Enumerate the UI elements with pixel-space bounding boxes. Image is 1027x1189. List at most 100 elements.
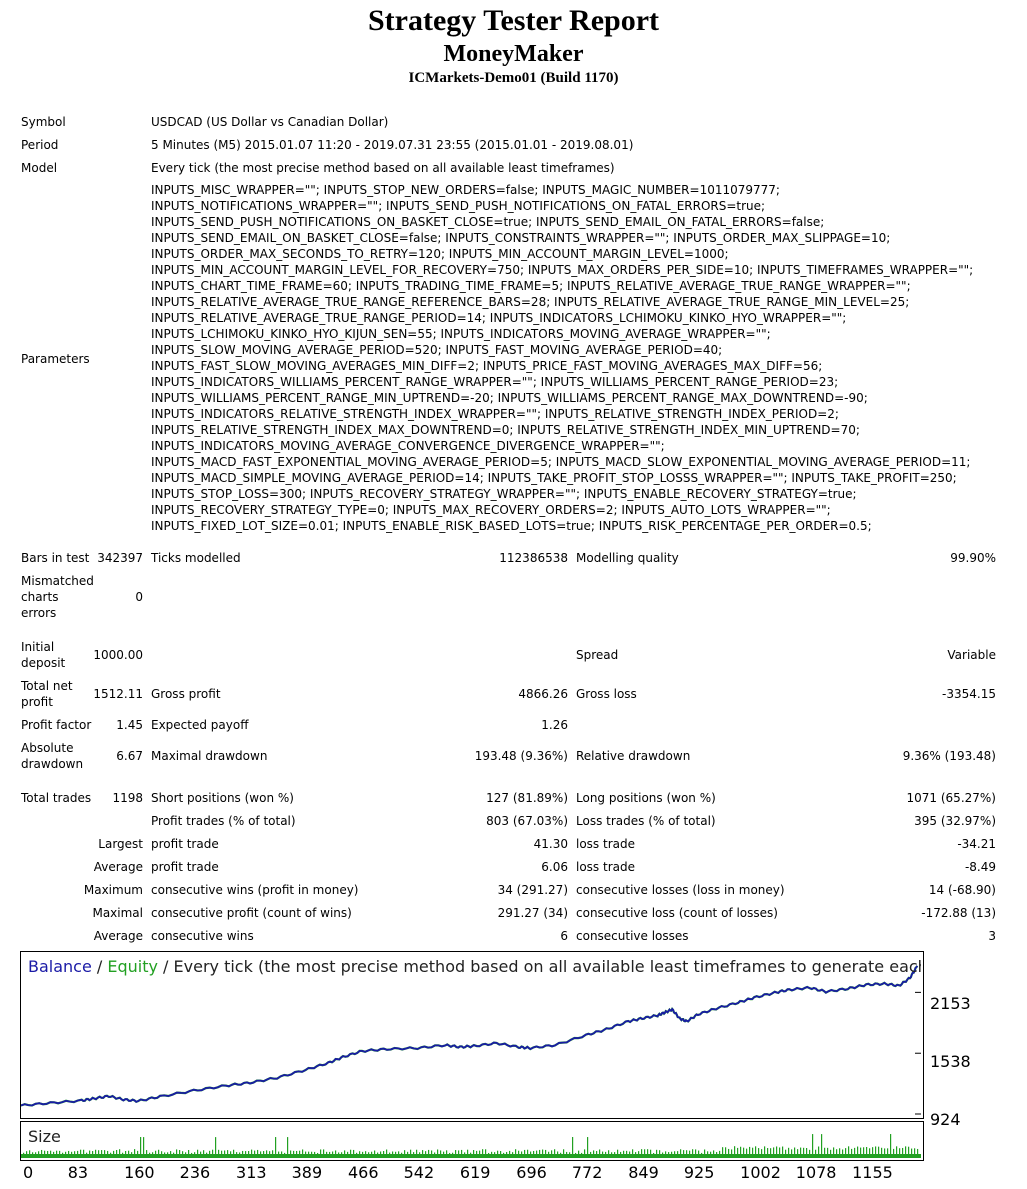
size-bar [218,1149,220,1154]
parameter-line: INPUTS_MACD_FAST_EXPONENTIAL_MOVING_AVER… [151,455,971,469]
y-tick-label: 2153 [930,994,971,1013]
initial-deposit-value: 1000.00 [93,648,143,662]
model-value: Every tick (the most precise method base… [151,161,615,175]
size-bar [497,1150,499,1154]
parameter-line: INPUTS_MISC_WRAPPER=""; INPUTS_STOP_NEW_… [151,183,780,197]
profit-factor-value: 1.45 [116,718,143,732]
x-tick-label: 696 [516,1163,547,1182]
size-bar [71,1151,73,1154]
size-bar [611,1152,613,1154]
size-bar [170,1151,172,1154]
size-bar [296,1150,298,1154]
size-bar [548,1151,550,1154]
x-tick-label: 542 [403,1163,435,1182]
symbol-value: USDCAD (US Dollar vs Canadian Dollar) [151,115,389,129]
size-bar [197,1149,199,1154]
size-bar [158,1149,160,1154]
size-bar [173,1152,175,1154]
size-bar [338,1152,340,1154]
short-positions-value: 127 (81.89%) [486,791,568,805]
size-bar [917,1148,919,1154]
size-bar [410,1149,412,1154]
ticks-modelled-value: 112386538 [499,551,568,565]
maximal-drawdown-label: Maximal drawdown [151,749,268,763]
size-bar [167,1152,169,1154]
size-bar [194,1152,196,1154]
size-bar [503,1152,505,1154]
relative-drawdown-label: Relative drawdown [576,749,691,763]
size-bar [332,1151,334,1154]
size-bar [128,1150,130,1154]
absolute-drawdown-label: Absolute drawdown [21,741,84,771]
size-bar [632,1149,634,1154]
size-bar [368,1152,370,1154]
size-bar [161,1151,163,1154]
size-bar [287,1137,289,1154]
modelling-quality-label: Modelling quality [576,551,679,565]
size-bar [434,1152,436,1154]
size-bar [152,1152,154,1154]
size-bar [275,1137,277,1154]
size-bar [767,1148,769,1154]
parameter-line: INPUTS_INDICATORS_RELATIVE_STRENGTH_INDE… [151,407,839,421]
model-label: Model [21,161,58,175]
expected-payoff-value: 1.26 [541,718,568,732]
size-bar [494,1152,496,1154]
size-bar [848,1146,850,1154]
size-bar [137,1150,139,1154]
size-bar [704,1149,706,1154]
x-tick-label: 389 [291,1163,323,1182]
x-tick-label: 236 [179,1163,211,1182]
size-bar [188,1150,190,1154]
size-bar [725,1147,727,1154]
maximal-consec-profit-value: 291.27 (34) [497,906,568,920]
size-bar [95,1149,97,1154]
size-bar [593,1150,595,1154]
size-bar [620,1151,622,1154]
size-bar [314,1151,316,1154]
size-bar [884,1148,886,1154]
size-bar [116,1149,118,1154]
size-bar [47,1150,49,1154]
y-tick-label: 1538 [930,1052,971,1071]
size-bar [35,1152,37,1154]
size-bar [608,1150,610,1154]
size-bar [416,1149,418,1154]
size-bar [179,1150,181,1154]
size-bar [53,1151,55,1154]
size-bar [41,1149,43,1154]
ticks-modelled-label: Ticks modelled [151,551,241,565]
y-tick-label: 924 [930,1110,961,1129]
size-bar [878,1146,880,1154]
x-tick-label: 849 [628,1163,659,1182]
gross-loss-label: Gross loss [576,687,637,701]
loss-trades-label: Loss trades (% of total) [576,814,716,828]
x-tick-label: 619 [459,1163,491,1182]
parameter-line: INPUTS_RELATIVE_AVERAGE_TRUE_RANGE_PERIO… [151,311,847,325]
size-bar [554,1149,556,1154]
server-build: ICMarkets-Demo01 (Build 1170) [408,70,619,86]
size-bar [110,1152,112,1154]
max-consec-losses-label: consecutive losses (loss in money) [576,883,785,897]
x-tick-label: 1155 [852,1163,893,1182]
size-bar [629,1151,631,1154]
size-bar [200,1151,202,1154]
size-bar [914,1148,916,1154]
size-bar [656,1149,658,1154]
size-bar [749,1146,751,1154]
gross-loss-value: -3354.15 [942,687,996,701]
period-label: Period [21,138,59,152]
size-bar [716,1152,718,1154]
legend-balance: Balance [28,957,92,976]
size-bar [251,1149,253,1154]
largest-profit-label: profit trade [151,837,219,851]
parameter-line: INPUTS_FIXED_LOT_SIZE=0.01; INPUTS_ENABL… [151,519,872,533]
size-bar [812,1134,814,1154]
size-bar [146,1150,148,1154]
size-bar [617,1149,619,1154]
modelling-quality-value: 99.90% [950,551,996,565]
parameter-line: INPUTS_SEND_PUSH_NOTIFICATIONS_ON_BASKET… [151,215,825,229]
largest-loss-label: loss trade [576,837,635,851]
size-bar [899,1148,901,1154]
size-bar [653,1152,655,1154]
